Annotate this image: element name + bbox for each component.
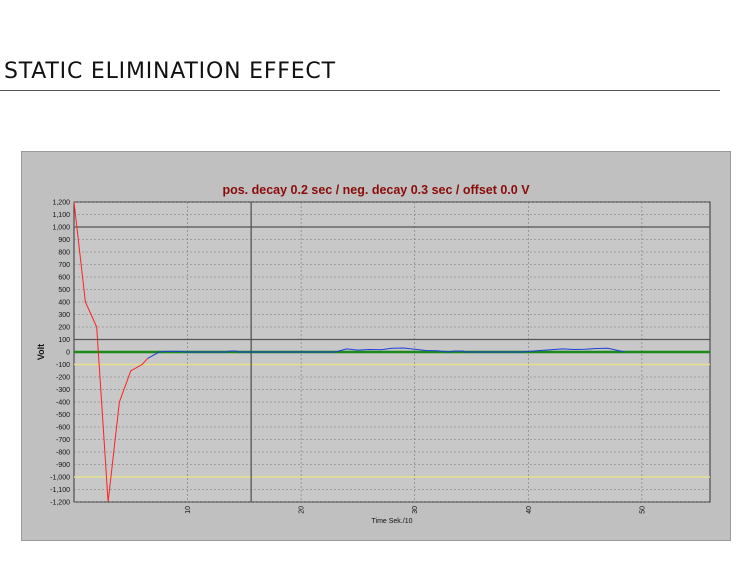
- x-axis-label: Time Sek./10: [372, 518, 413, 525]
- y-tick-label-0: 1,200: [52, 200, 70, 207]
- y-tick-label-18: -600: [56, 425, 70, 432]
- y-tick-label-10: 200: [58, 325, 70, 332]
- y-tick-label-19: -700: [56, 437, 70, 444]
- data-series: [73, 201, 625, 503]
- y-tick-label-22: -1,000: [50, 475, 70, 482]
- y-tick-label-17: -500: [56, 412, 70, 419]
- x-tick-label-0: 10: [185, 506, 192, 514]
- y-tick-label-1: 1,100: [52, 212, 70, 219]
- chart-title: pos. decay 0.2 sec / neg. decay 0.3 sec …: [222, 183, 530, 197]
- y-tick-label-12: 0: [66, 350, 70, 357]
- series-line-0: [73, 201, 149, 503]
- y-tick-label-7: 500: [58, 287, 70, 294]
- y-tick-label-11: 100: [58, 337, 70, 344]
- y-axis-ticks: 1,200 1,100 1,000 900 800 700 600 500 400 300 200 1…: [50, 200, 70, 507]
- x-axis-ticks: 10 20 30 40 50: [185, 506, 646, 514]
- y-tick-label-16: -400: [56, 400, 70, 407]
- y-tick-label-9: 300: [58, 312, 70, 319]
- series-line-1: [147, 347, 625, 359]
- x-tick-label-3: 40: [526, 506, 533, 514]
- y-tick-label-3: 900: [58, 237, 70, 244]
- y-tick-label-20: -800: [56, 450, 70, 457]
- y-tick-label-13: -100: [56, 362, 70, 369]
- y-tick-label-8: 400: [58, 300, 70, 307]
- y-tick-label-15: -300: [56, 387, 70, 394]
- reference-lines: [74, 202, 710, 502]
- y-tick-label-5: 700: [58, 262, 70, 269]
- page-title: STATIC ELIMINATION EFFECT: [4, 59, 336, 84]
- y-tick-label-23: -1,100: [50, 487, 70, 494]
- y-axis-label: Volt: [36, 344, 46, 360]
- y-tick-label-2: 1,000: [52, 225, 70, 232]
- y-tick-label-21: -900: [56, 462, 70, 469]
- y-tick-label-4: 800: [58, 250, 70, 257]
- y-tick-label-24: -1,200: [50, 500, 70, 507]
- x-tick-label-1: 20: [299, 506, 306, 514]
- title-divider: [0, 90, 720, 91]
- y-tick-label-14: -200: [56, 375, 70, 382]
- x-tick-label-2: 30: [412, 506, 419, 514]
- x-tick-label-4: 50: [639, 506, 646, 514]
- y-tick-label-6: 600: [58, 275, 70, 282]
